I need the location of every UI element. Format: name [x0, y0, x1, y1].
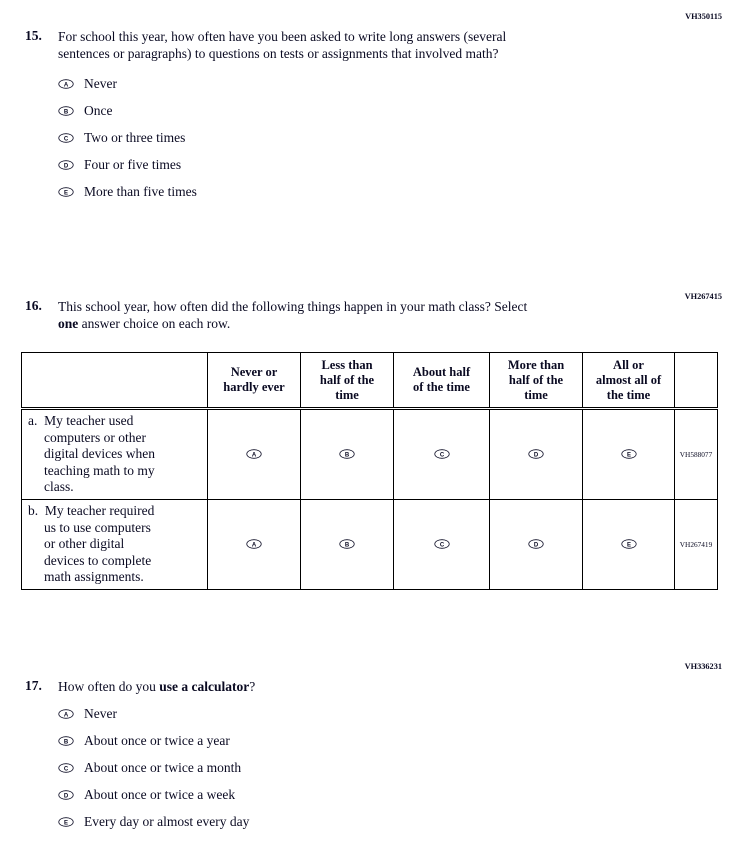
svg-text:D: D	[64, 163, 69, 169]
svg-text:C: C	[64, 766, 69, 772]
svg-text:E: E	[626, 543, 630, 549]
svg-text:E: E	[626, 453, 630, 459]
svg-text:D: D	[534, 453, 539, 459]
svg-text:E: E	[64, 190, 68, 196]
svg-text:E: E	[64, 820, 68, 826]
svg-text:A: A	[252, 453, 257, 459]
svg-text:C: C	[439, 453, 444, 459]
svg-text:A: A	[252, 543, 257, 549]
svg-text:A: A	[64, 712, 69, 718]
svg-text:C: C	[439, 543, 444, 549]
svg-text:D: D	[64, 793, 69, 799]
svg-text:B: B	[64, 109, 69, 115]
svg-text:B: B	[345, 453, 350, 459]
svg-text:C: C	[64, 136, 69, 142]
svg-text:D: D	[534, 543, 539, 549]
svg-text:B: B	[345, 543, 350, 549]
svg-text:B: B	[64, 739, 69, 745]
svg-text:A: A	[64, 82, 69, 88]
